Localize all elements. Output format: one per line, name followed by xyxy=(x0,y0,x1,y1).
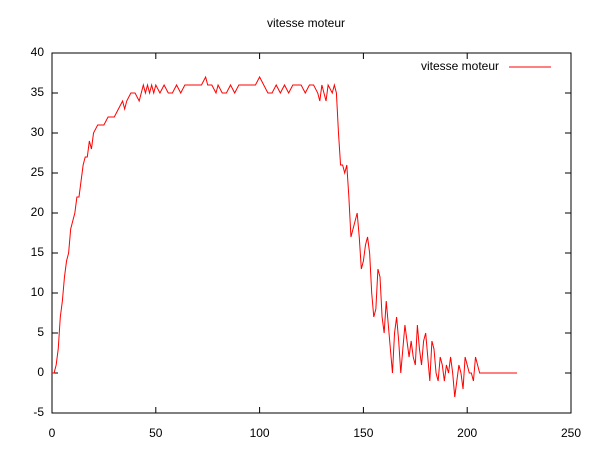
y-tick-label: 10 xyxy=(31,285,45,299)
y-tick-label: 30 xyxy=(31,125,45,139)
y-tick-label: 40 xyxy=(31,45,45,59)
plot-border xyxy=(51,52,572,414)
y-tick-label: 25 xyxy=(31,165,45,179)
chart-title: vitesse moteur xyxy=(267,16,345,30)
legend-label: vitesse moteur xyxy=(421,59,499,73)
x-tick-label: 200 xyxy=(457,426,477,440)
y-tick-label: -5 xyxy=(33,405,44,419)
y-tick-label: 0 xyxy=(37,365,44,379)
data-line xyxy=(52,75,518,398)
x-tick-label: 100 xyxy=(250,426,270,440)
x-tick-label: 150 xyxy=(353,426,373,440)
y-tick-label: 5 xyxy=(37,325,44,339)
x-tick-label: 250 xyxy=(561,426,581,440)
y-tick-label: 20 xyxy=(31,205,45,219)
y-tick-label: 35 xyxy=(31,85,45,99)
x-tick-label: 0 xyxy=(49,426,56,440)
x-tick-label: 50 xyxy=(149,426,163,440)
y-tick-label: 15 xyxy=(31,245,45,259)
